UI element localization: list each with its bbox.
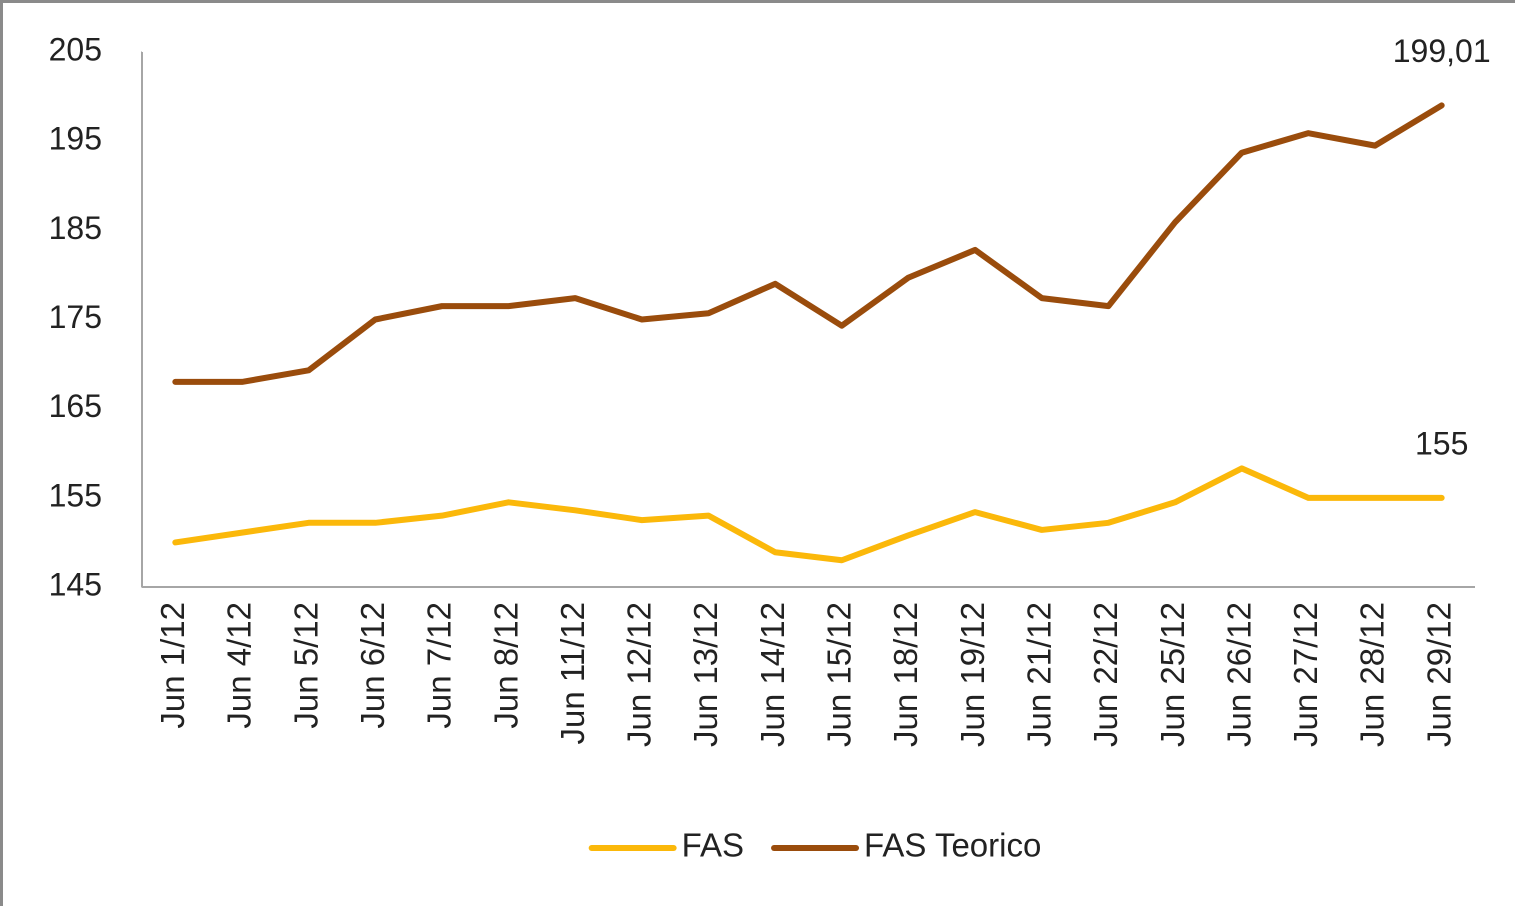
series-line xyxy=(172,102,1445,385)
y-tick-label: 205 xyxy=(49,31,102,67)
x-tick-label: Jun 1/12 xyxy=(154,602,191,729)
y-tick-label: 155 xyxy=(49,477,102,513)
x-tick-label: Jun 28/12 xyxy=(1354,602,1391,747)
x-tick-label: Jun 7/12 xyxy=(421,602,458,729)
x-tick-label: Jun 19/12 xyxy=(954,602,991,747)
x-tick-label: Jun 13/12 xyxy=(687,602,724,747)
y-tick-label: 145 xyxy=(49,566,102,602)
x-tick-label: Jun 6/12 xyxy=(354,602,391,729)
x-tick-label: Jun 29/12 xyxy=(1420,602,1457,747)
legend: FAS FAS Teorico xyxy=(588,827,1041,864)
x-tick-label: Jun 26/12 xyxy=(1220,602,1257,747)
x-tick-label: Jun 12/12 xyxy=(621,602,658,747)
x-tick-label: Jun 8/12 xyxy=(487,602,524,729)
x-tick-label: Jun 18/12 xyxy=(887,602,924,747)
x-tick-label: Jun 15/12 xyxy=(821,602,858,747)
data-label: 199,01 xyxy=(1393,33,1491,69)
legend-label: FAS Teorico xyxy=(864,827,1041,864)
x-tick-label: Jun 4/12 xyxy=(221,602,258,729)
x-tick-label: Jun 5/12 xyxy=(287,602,324,729)
x-tick-label: Jun 21/12 xyxy=(1020,602,1057,747)
series-line xyxy=(172,465,1445,564)
data-label: 155 xyxy=(1415,425,1468,461)
x-tick-label: Jun 14/12 xyxy=(754,602,791,747)
x-tick-label: Jun 11/12 xyxy=(554,602,591,745)
x-tick-label: Jun 25/12 xyxy=(1154,602,1191,747)
y-tick-label: 175 xyxy=(49,299,102,335)
y-tick-label: 165 xyxy=(49,388,102,424)
legend-label: FAS xyxy=(682,827,744,864)
x-tick-label: Jun 22/12 xyxy=(1087,602,1124,747)
y-tick-label: 195 xyxy=(49,121,102,157)
x-tick-label: Jun 27/12 xyxy=(1287,602,1324,747)
y-tick-label: 185 xyxy=(49,210,102,246)
